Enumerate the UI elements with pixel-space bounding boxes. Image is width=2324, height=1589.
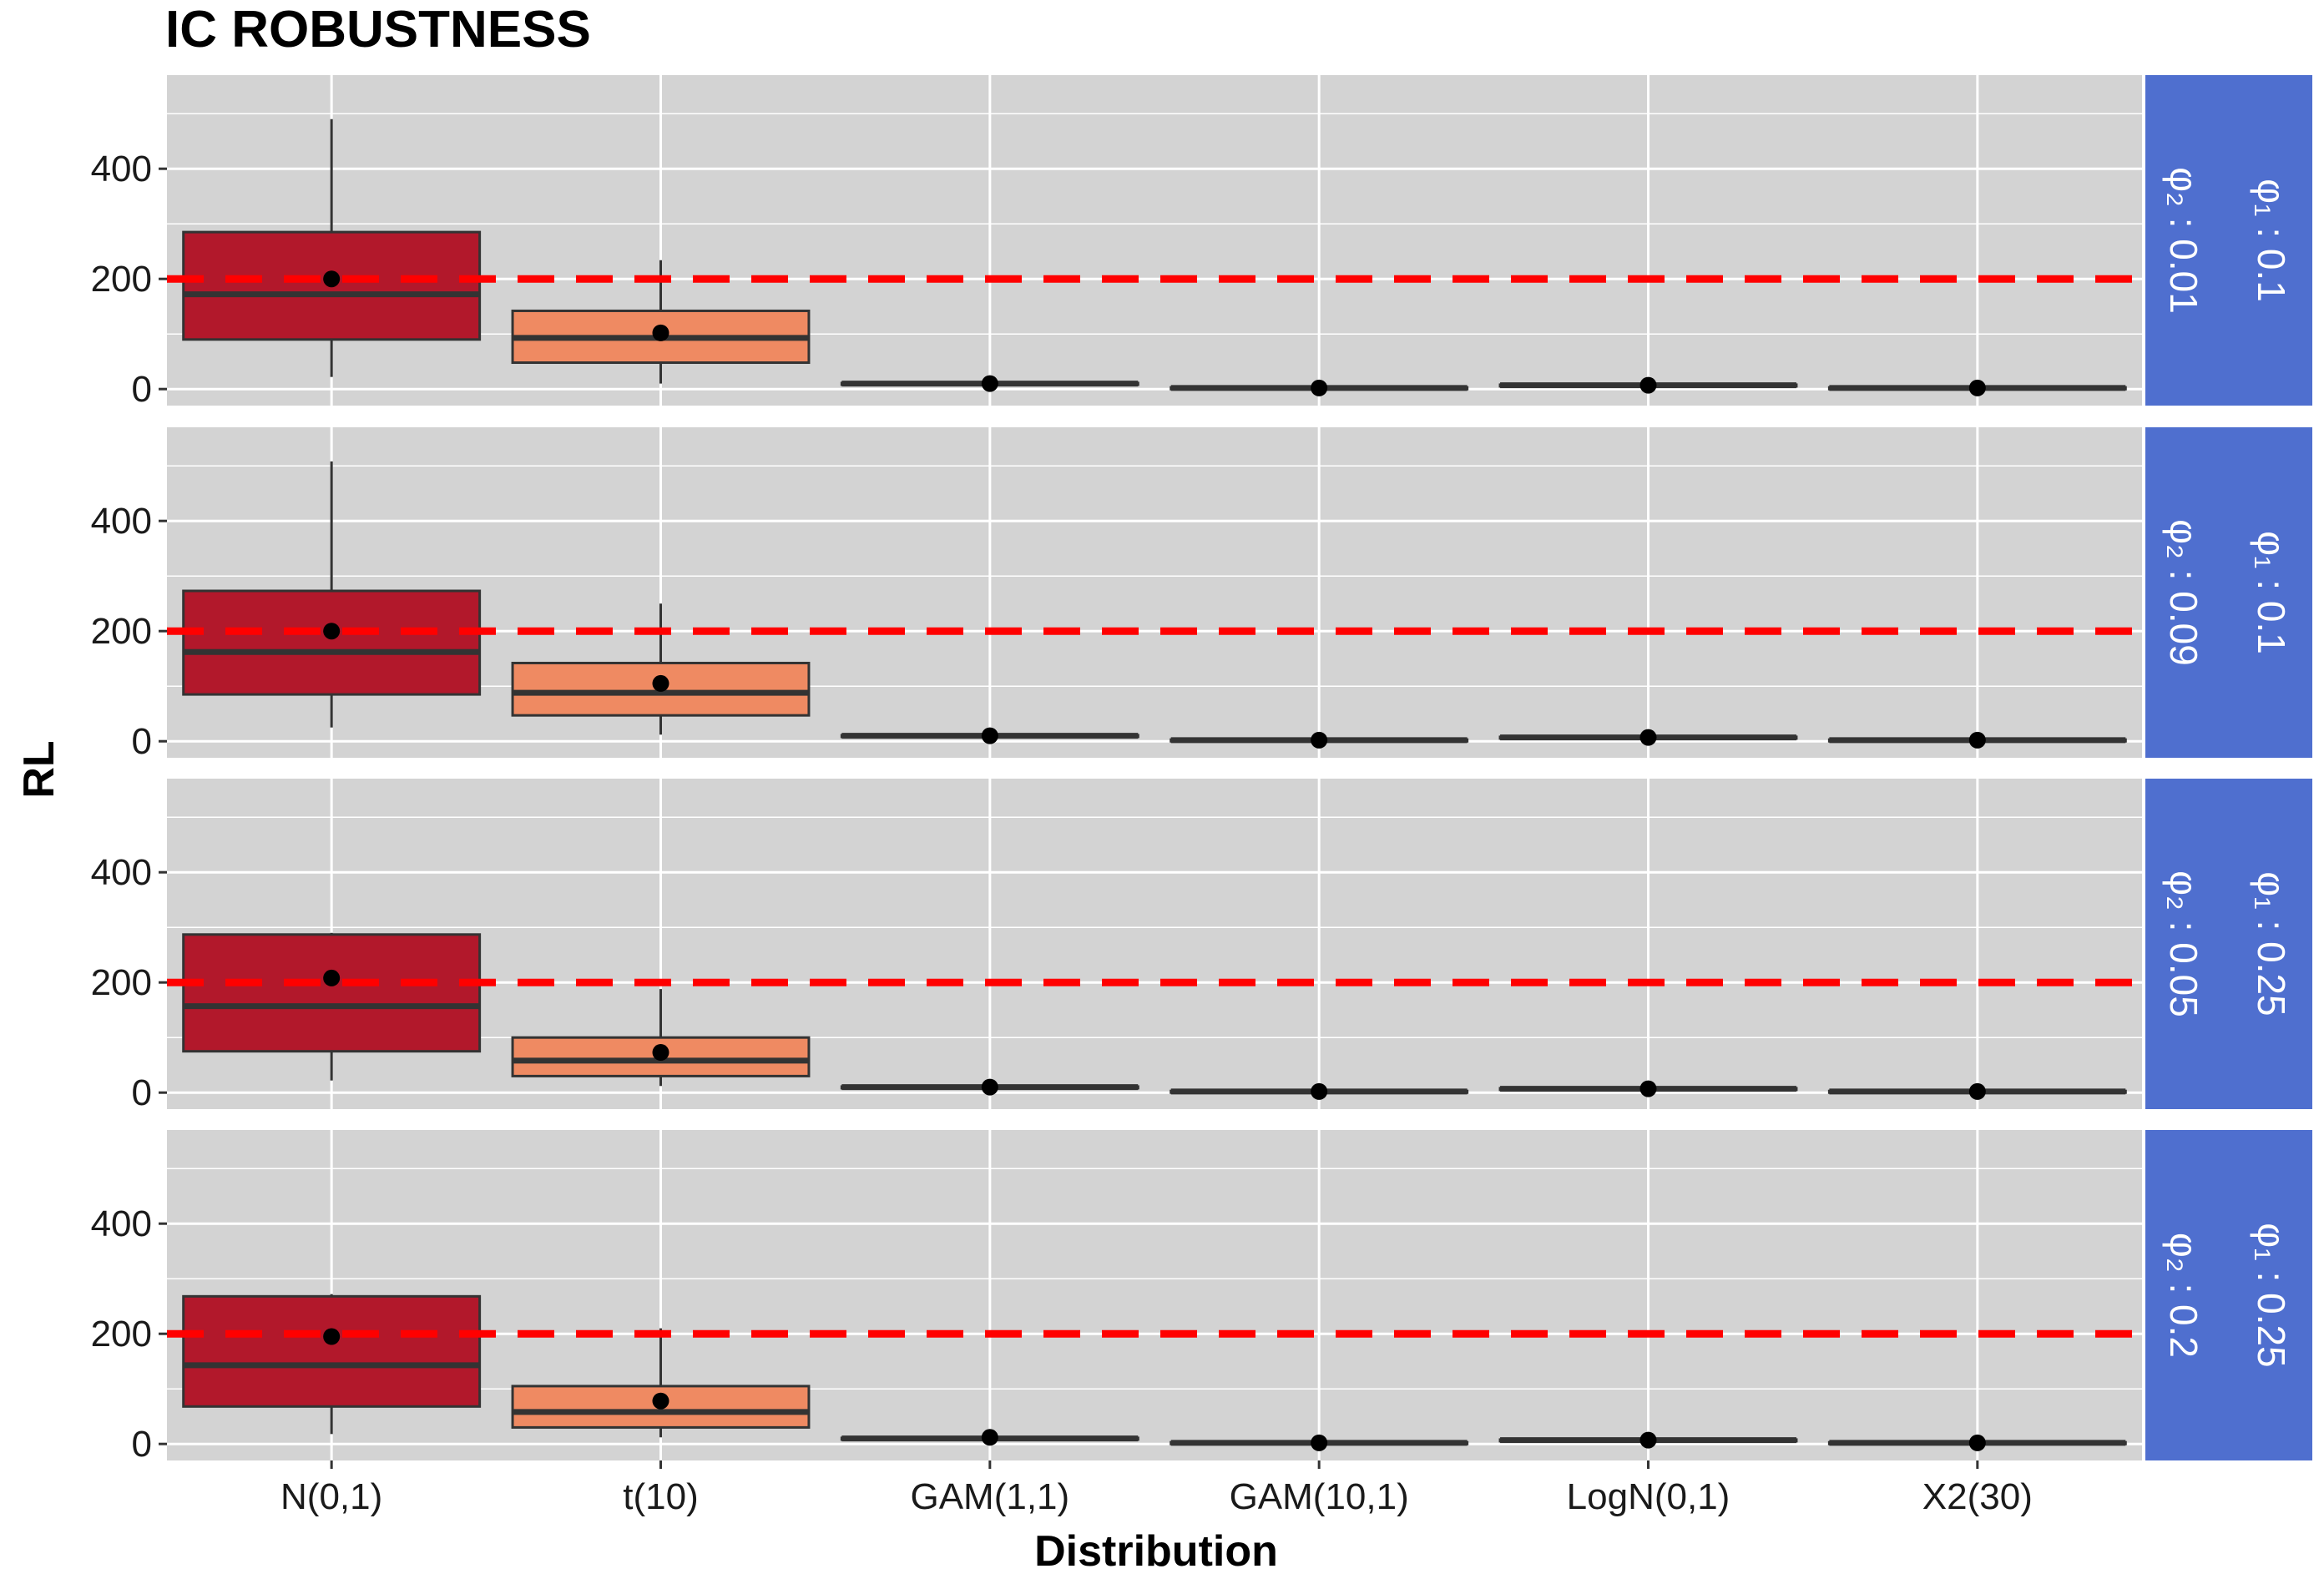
- y-tick-label: 200: [91, 962, 152, 1003]
- x-tick-label: LogN(0,1): [1567, 1476, 1730, 1517]
- mean-point: [323, 969, 341, 986]
- y-tick-label: 200: [91, 611, 152, 652]
- box: [511, 661, 811, 717]
- x-tick-label: t(10): [623, 1476, 698, 1517]
- x-tick-label: GAM(10,1): [1230, 1476, 1409, 1517]
- mean-point: [1311, 1082, 1328, 1100]
- facet-strip: [2145, 75, 2312, 406]
- mean-point: [981, 1429, 998, 1446]
- x-tick-label: GAM(1,1): [910, 1476, 1069, 1517]
- x-axis: N(0,1) t(10) GAM(1,1) GAM(10,1) LogN(0,1) X2(…: [280, 1460, 2033, 1517]
- y-tick-label: 0: [132, 721, 152, 762]
- y-tick-label: 0: [132, 1424, 152, 1465]
- y-tick-label: 400: [91, 501, 152, 542]
- facet-panels: 0 200 400 φ₁ : 0.1 φ₂ : 0.01 0 200 400 φ₁ : 0.1 φ…: [91, 75, 2312, 1517]
- mean-point: [652, 324, 669, 341]
- mean-point: [652, 674, 669, 692]
- panel-background: [167, 75, 2142, 406]
- mean-point: [1639, 729, 1657, 746]
- strip-label-phi2: φ₂ : 0.05: [2162, 870, 2205, 1017]
- mean-point: [1311, 731, 1328, 749]
- mean-point: [1968, 379, 1986, 396]
- mean-point: [1639, 1080, 1657, 1097]
- mean-point: [1639, 376, 1657, 394]
- strip-label-phi1: φ₁ : 0.1: [2250, 531, 2293, 654]
- panel-4: 0 200 400 φ₁ : 0.25 φ₂ : 0.2: [91, 1130, 2312, 1465]
- strip-label-phi1: φ₁ : 0.25: [2250, 1223, 2293, 1367]
- y-tick-label: 200: [91, 259, 152, 300]
- panel-2: 0 200 400 φ₁ : 0.1 φ₂ : 0.09: [91, 427, 2312, 762]
- box: [182, 589, 482, 696]
- mean-point: [1639, 1431, 1657, 1449]
- chart-title: IC ROBUSTNESS: [165, 1, 591, 58]
- panel-1: 0 200 400 φ₁ : 0.1 φ₂ : 0.01: [91, 75, 2312, 410]
- facet-strip: [2145, 427, 2312, 758]
- y-tick-label: 0: [132, 369, 152, 410]
- facet-strip: [2145, 1130, 2312, 1460]
- mean-point: [1968, 731, 1986, 749]
- facet-strip: [2145, 779, 2312, 1109]
- strip-label-phi2: φ₂ : 0.09: [2162, 519, 2205, 666]
- x-tick-label: X2(30): [1922, 1476, 2033, 1517]
- panel-background: [167, 779, 2142, 1109]
- panel-background: [167, 1130, 2142, 1460]
- mean-point: [323, 1328, 341, 1345]
- mean-point: [981, 1078, 998, 1096]
- box: [182, 1294, 482, 1408]
- strip-label-phi1: φ₁ : 0.1: [2250, 179, 2293, 302]
- mean-point: [652, 1044, 669, 1062]
- mean-point: [323, 270, 341, 288]
- y-tick-label: 400: [91, 149, 152, 189]
- x-axis-title: Distribution: [1034, 1527, 1278, 1576]
- mean-point: [981, 375, 998, 392]
- y-axis-title: RL: [15, 740, 63, 798]
- panel-background: [167, 427, 2142, 758]
- x-tick-label: N(0,1): [280, 1476, 382, 1517]
- panel-3: 0 200 400 φ₁ : 0.25 φ₂ : 0.05: [91, 779, 2312, 1113]
- mean-point: [1968, 1434, 1986, 1451]
- box: [182, 933, 482, 1053]
- y-tick-label: 0: [132, 1072, 152, 1113]
- mean-point: [1311, 379, 1328, 396]
- y-tick-label: 400: [91, 852, 152, 893]
- y-tick-label: 400: [91, 1203, 152, 1244]
- mean-point: [652, 1392, 669, 1410]
- mean-point: [1311, 1434, 1328, 1451]
- strip-label-phi2: φ₂ : 0.2: [2162, 1233, 2205, 1358]
- mean-point: [981, 727, 998, 744]
- mean-point: [1968, 1082, 1986, 1100]
- y-tick-label: 200: [91, 1314, 152, 1354]
- mean-point: [323, 623, 341, 640]
- strip-label-phi1: φ₁ : 0.25: [2250, 871, 2293, 1016]
- strip-label-phi2: φ₂ : 0.01: [2162, 167, 2205, 314]
